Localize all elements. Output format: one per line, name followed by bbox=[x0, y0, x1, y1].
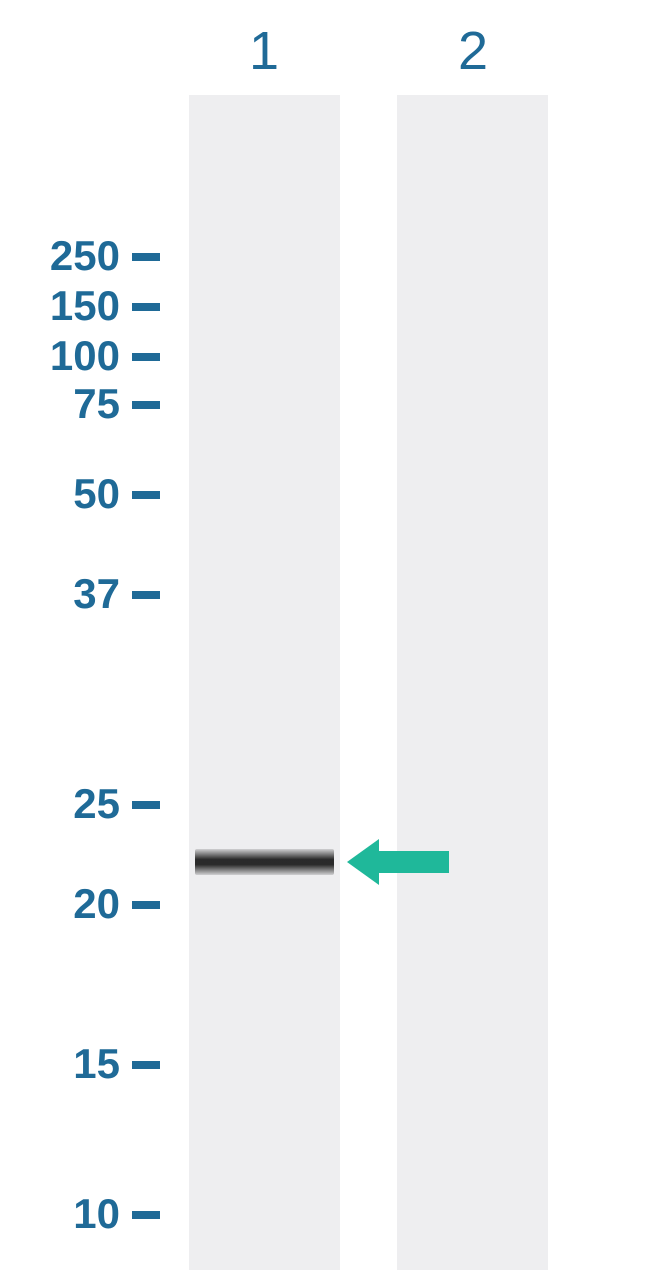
mw-tick-100 bbox=[132, 353, 160, 361]
mw-tick-25 bbox=[132, 801, 160, 809]
lane-2 bbox=[397, 95, 548, 1270]
mw-marker-150: 150 bbox=[50, 282, 120, 330]
mw-tick-250 bbox=[132, 253, 160, 261]
mw-tick-150 bbox=[132, 303, 160, 311]
mw-marker-50: 50 bbox=[73, 470, 120, 518]
mw-tick-75 bbox=[132, 401, 160, 409]
band-indicator-arrow bbox=[347, 837, 449, 887]
western-blot-figure: 1 2 25015010075 50 37 25 20 15 10 bbox=[0, 0, 650, 1270]
mw-tick-20 bbox=[132, 901, 160, 909]
mw-tick-10 bbox=[132, 1211, 160, 1219]
mw-tick-15 bbox=[132, 1061, 160, 1069]
mw-marker-15: 15 bbox=[73, 1040, 120, 1088]
mw-marker-10: 10 bbox=[73, 1190, 120, 1238]
mw-tick-37 bbox=[132, 591, 160, 599]
mw-marker-250: 250 bbox=[50, 232, 120, 280]
mw-marker-75: 75 bbox=[73, 380, 120, 428]
mw-marker-100: 100 bbox=[50, 332, 120, 380]
mw-marker-20: 20 bbox=[73, 880, 120, 928]
lane-2-header: 2 bbox=[443, 20, 503, 82]
mw-tick-50 bbox=[132, 491, 160, 499]
lane-1-header: 1 bbox=[234, 20, 294, 82]
mw-marker-25: 25 bbox=[73, 780, 120, 828]
protein-band-1 bbox=[195, 849, 334, 875]
mw-marker-37: 37 bbox=[73, 570, 120, 618]
lane-1 bbox=[189, 95, 340, 1270]
